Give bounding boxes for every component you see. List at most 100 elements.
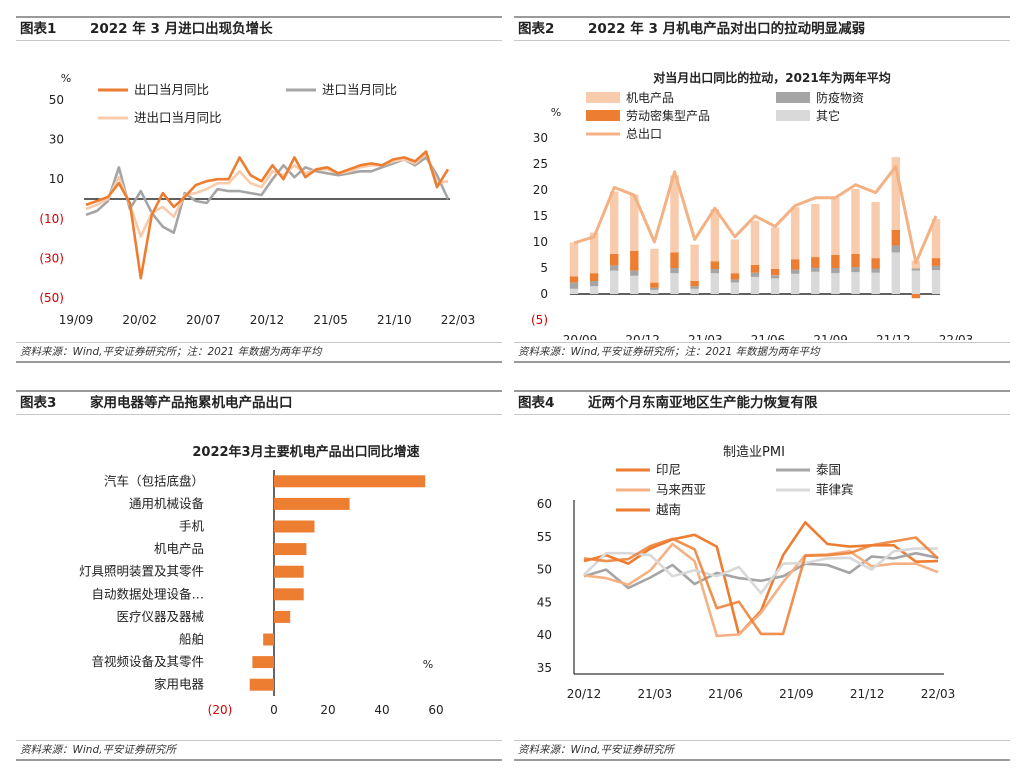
figure-4-title-bar: 图表4 近两个月东南亚地区生产能力恢复有限 [514, 390, 1010, 415]
legend-label: 马来西亚 [656, 482, 706, 497]
stacked-bar-segment [770, 269, 780, 276]
legend-label: 总出口 [626, 127, 662, 141]
stacked-bar-segment [650, 287, 659, 290]
figure-title: 家用电器等产品拖累机电产品出口 [90, 395, 293, 411]
stacked-bar-segment [911, 268, 921, 271]
stacked-bar-segment [650, 248, 659, 283]
series-line [85, 152, 449, 238]
legend-label: 泰国 [816, 462, 841, 477]
stacked-bar-segment [931, 265, 941, 271]
stacked-bar-segment [690, 286, 699, 289]
figure-4-chart: 制造业PMI 60 55 50 45 40 35 20/12 21/03 21/06 21/09 2… [537, 445, 956, 701]
stacked-bar-segment [630, 250, 639, 271]
stacked-bar-segment [750, 220, 760, 265]
x-tick-label: 21/06 [751, 333, 786, 340]
legend-label: 越南 [656, 502, 681, 517]
stacked-bar-segment [569, 288, 579, 294]
x-tick-label: (20) [208, 703, 233, 717]
figure-title: 近两个月东南亚地区生产能力恢复有限 [588, 395, 818, 411]
stacked-bar-segment [670, 252, 679, 268]
x-tick-label: 60 [428, 703, 443, 717]
stacked-bar-segment [630, 275, 639, 294]
stacked-bar-segment [730, 239, 740, 274]
stacked-bar-segment [791, 269, 800, 274]
legend-label: 机电产品 [626, 91, 674, 105]
stacked-bar-segment [911, 294, 921, 299]
bar [249, 678, 274, 691]
x-tick-label: 19/09 [59, 313, 94, 327]
stacked-bar-segment [831, 255, 840, 268]
stacked-bar-segment [851, 254, 860, 267]
figure-4-panel: 图表4 近两个月东南亚地区生产能力恢复有限 制造业PMI 60 55 50 45 40 35… [514, 390, 1010, 762]
bar [274, 543, 307, 556]
x-tick-label: 20/09 [563, 333, 598, 340]
stacked-bar-segment [811, 271, 820, 294]
x-tick-label: 21/03 [638, 687, 673, 701]
stacked-bar-segment [891, 157, 900, 230]
stacked-bar-segment [851, 189, 860, 254]
figure-number: 图表1 [20, 21, 57, 37]
figure-2-title-bar: 图表2 2022 年 3 月机电产品对出口的拉动明显减弱 [514, 16, 1010, 41]
x-tick-label: 20/12 [250, 313, 285, 327]
y-tick-label: 60 [537, 497, 552, 511]
y-tick-label: (10) [39, 212, 64, 226]
stacked-bar-segment [750, 276, 760, 294]
x-tick-label: 40 [374, 703, 389, 717]
series-line [583, 547, 938, 595]
legend-swatch [776, 110, 810, 121]
category-label: 自动数据处理设备… [91, 586, 204, 601]
legend-label: 印尼 [656, 462, 681, 477]
x-tick-label: 22/03 [939, 333, 974, 340]
y-tick-label: 30 [533, 131, 548, 145]
x-tick-label: 20/12 [567, 687, 602, 701]
figure-1-source: 资料来源：Wind,平安证券研究所；注：2021 年数据为两年平均 [16, 342, 502, 363]
legend-label: 进口当月同比 [322, 82, 397, 97]
bar [274, 520, 315, 533]
bar [274, 475, 426, 488]
stacked-bar-segment [750, 272, 760, 277]
category-label: 手机 [179, 519, 205, 534]
figure-title: 2022 年 3 月机电产品对出口的拉动明显减弱 [588, 21, 866, 37]
category-label: 机电产品 [154, 541, 204, 556]
chart-subtitle: 制造业PMI [723, 445, 785, 460]
stacked-bar-segment [851, 272, 860, 294]
figure-number: 图表2 [518, 21, 555, 37]
stacked-bar-segment [569, 282, 579, 289]
stacked-bar-segment [630, 270, 639, 276]
stacked-bar-segment [670, 273, 679, 294]
stacked-bar-segment [911, 270, 921, 294]
figure-1-panel: 图表1 2022 年 3 月进口出现负增长 % 50 30 10 (10) (30) (50)… [16, 16, 502, 364]
stacked-bar-segment [589, 273, 599, 281]
figure-1-chart: % 50 30 10 (10) (30) (50) 19/09 20/02 20/07 20/12 2… [39, 72, 475, 327]
figure-2-panel: 图表2 2022 年 3 月机电产品对出口的拉动明显减弱 对当月出口同比的拉动，2… [514, 16, 1010, 364]
stacked-bar-segment [589, 232, 599, 274]
stacked-bar-segment [710, 261, 719, 269]
x-tick-label: 20/02 [122, 313, 157, 327]
series-line [583, 542, 939, 638]
y-tick-label: (50) [39, 291, 64, 305]
bar [274, 497, 350, 510]
stacked-bar-segment [630, 194, 639, 251]
stacked-bar-segment [650, 289, 659, 294]
stacked-bar-segment [931, 219, 941, 259]
stacked-bar-segment [811, 257, 820, 268]
series-line [583, 551, 939, 590]
stacked-bar-segment [589, 281, 599, 287]
x-tick-label: 21/09 [779, 687, 814, 701]
y-tick-label: 0 [540, 287, 548, 301]
y-unit-label: % [61, 72, 71, 85]
y-tick-label: 50 [49, 93, 64, 107]
x-tick-label: 21/03 [688, 333, 723, 340]
stacked-bar-segment [891, 230, 900, 246]
legend-label: 菲律宾 [816, 482, 854, 497]
stacked-bar-segment [831, 273, 840, 294]
figure-3-chart: 2022年3月主要机电产品出口同比增速 汽车（包括底盘） 通用机械设备手机机电产品… [79, 444, 444, 717]
stacked-bar-segment [610, 265, 619, 271]
stacked-bar-segment [670, 175, 679, 253]
series-line [85, 150, 450, 280]
x-tick-label: 21/09 [813, 333, 848, 340]
stacked-bar-segment [569, 276, 579, 283]
stacked-bar-segment [770, 278, 780, 294]
category-label: 医疗仪器及器械 [116, 609, 204, 624]
stacked-bar-segment [610, 270, 619, 294]
